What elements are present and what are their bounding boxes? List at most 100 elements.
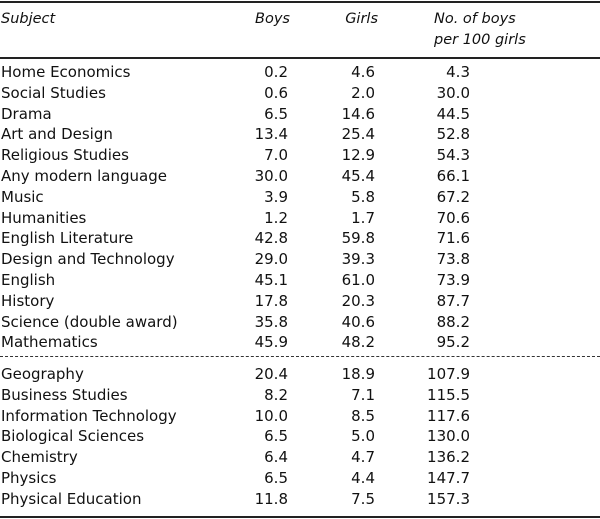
top-rule [0,1,600,3]
cell-subject: Mathematics [1,333,98,352]
cell-subject: Design and Technology [1,250,175,269]
table-row: Chemistry 6.4 4.7 136.2 [0,447,600,468]
table-row: Physical Education 11.8 7.5 157.3 [0,489,600,510]
cell-boys: 35.8 [254,312,288,331]
header-subject: Subject [1,11,56,27]
cell-girls: 59.8 [341,229,375,248]
cell-subject: Any modern language [1,167,167,185]
cell-girls: 12.9 [341,146,375,165]
table-row: English 45.1 61.0 73.9 [0,270,600,291]
cell-subject: Business Studies [1,385,128,404]
cell-girls: 7.1 [351,385,375,404]
cell-subject: Physical Education [1,489,142,508]
table-row: Art and Design 13.4 25.4 52.8 [0,124,600,145]
cell-subject: Biological Sciences [1,427,145,446]
cell-boys: 13.4 [254,125,288,144]
cell-ratio: 73.9 [436,271,470,289]
cell-subject: Social Studies [1,83,106,102]
cell-subject: Home Economics [1,63,131,81]
cell-boys: 6.5 [264,427,288,446]
cell-ratio: 44.5 [436,104,470,123]
table-row: Social Studies 0.6 2.0 30.0 [0,83,600,104]
table-row: Physics 6.5 4.4 147.7 [0,468,600,489]
cell-girls: 18.9 [341,365,375,383]
cell-subject: Humanities [1,208,87,227]
cell-ratio: 130.0 [427,427,470,446]
table-row: Humanities 1.2 1.7 70.6 [0,208,600,229]
cell-subject: English [1,271,56,289]
cell-girls: 5.8 [351,187,375,206]
table-row: Mathematics 45.9 48.2 95.2 [0,332,600,353]
cell-girls: 40.6 [341,312,375,331]
cell-ratio: 73.8 [436,250,470,269]
cell-girls: 48.2 [341,333,375,352]
cell-ratio: 88.2 [436,312,470,331]
cell-boys: 42.8 [254,229,288,248]
cell-ratio: 67.2 [436,187,470,206]
cell-ratio: 117.6 [427,406,470,425]
cell-boys: 3.9 [264,187,288,206]
cell-ratio: 52.8 [436,125,470,144]
cell-boys: 6.5 [264,469,288,487]
cell-ratio: 95.2 [436,333,470,352]
cell-subject: Drama [1,104,52,123]
cell-girls: 45.4 [341,167,375,185]
header-boys: Boys [255,11,290,27]
cell-girls: 14.6 [341,104,375,123]
cell-ratio: 66.1 [436,167,470,185]
cell-subject: Science (double award) [1,312,178,331]
table-row: English Literature 42.8 59.8 71.6 [0,228,600,249]
cell-boys: 6.5 [264,104,288,123]
cell-girls: 7.5 [351,489,375,508]
cell-girls: 1.7 [351,208,375,227]
cell-ratio: 136.2 [427,448,470,467]
cell-girls: 61.0 [341,271,375,289]
cell-boys: 0.2 [264,63,288,81]
cell-boys: 1.2 [264,208,288,227]
cell-girls: 4.4 [351,469,375,487]
table-row: Any modern language 30.0 45.4 66.1 [0,166,600,187]
bottom-rule [0,516,600,518]
cell-ratio: 147.7 [427,469,470,487]
cell-ratio: 30.0 [436,83,470,102]
table-row: Business Studies 8.2 7.1 115.5 [0,385,600,406]
cell-boys: 45.9 [254,333,288,352]
cell-boys: 0.6 [264,83,288,102]
cell-subject: Information Technology [1,406,177,425]
cell-boys: 11.8 [254,489,288,508]
cell-girls: 4.6 [351,63,375,81]
table-row: Design and Technology 29.0 39.3 73.8 [0,249,600,270]
header-ratio-line1: No. of boys [434,11,516,27]
cell-boys: 45.1 [254,271,288,289]
cell-ratio: 4.3 [446,63,470,81]
cell-ratio: 70.6 [436,208,470,227]
cell-girls: 39.3 [341,250,375,269]
table-row: Geography 20.4 18.9 107.9 [0,364,600,385]
cell-subject: Art and Design [1,125,113,144]
table-row: Home Economics 0.2 4.6 4.3 [0,62,600,83]
cell-girls: 5.0 [351,427,375,446]
cell-subject: Physics [1,469,57,487]
table-row: Drama 6.5 14.6 44.5 [0,104,600,125]
header-ratio-line2: per 100 girls [434,32,526,48]
table-row: Religious Studies 7.0 12.9 54.3 [0,145,600,166]
cell-boys: 20.4 [254,365,288,383]
cell-boys: 7.0 [264,146,288,165]
cell-subject: Religious Studies [1,146,129,165]
cell-boys: 30.0 [254,167,288,185]
cell-girls: 25.4 [341,125,375,144]
cell-boys: 10.0 [254,406,288,425]
cell-subject: Geography [1,365,84,383]
cell-girls: 2.0 [351,83,375,102]
cell-ratio: 54.3 [436,146,470,165]
cell-girls: 8.5 [351,406,375,425]
cell-subject: Chemistry [1,448,78,467]
cell-ratio: 157.3 [427,489,470,508]
cell-ratio: 87.7 [436,291,470,310]
cell-ratio: 115.5 [427,385,470,404]
cell-boys: 6.4 [264,448,288,467]
cell-boys: 8.2 [264,385,288,404]
cell-boys: 29.0 [254,250,288,269]
table-row: Science (double award) 35.8 40.6 88.2 [0,312,600,333]
table-row: Biological Sciences 6.5 5.0 130.0 [0,426,600,447]
